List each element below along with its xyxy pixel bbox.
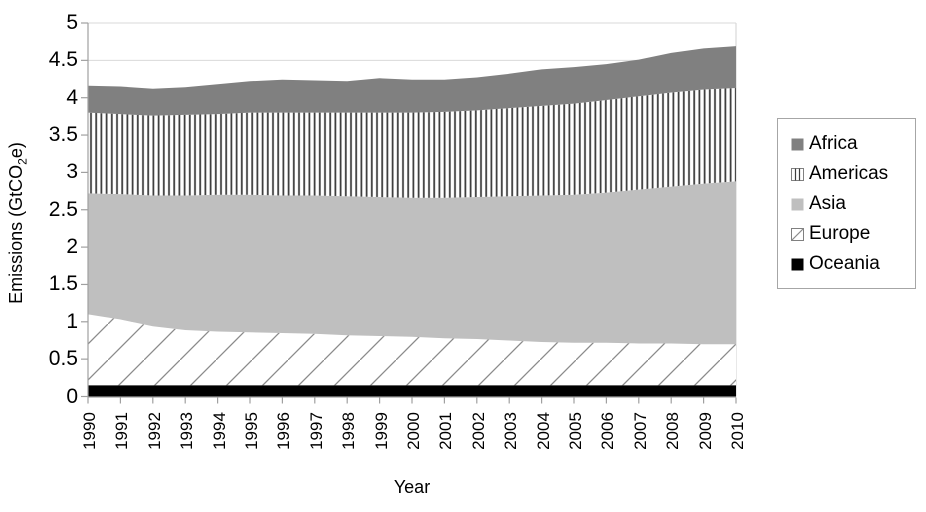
x-tick-label: 2007 [630,412,650,450]
legend-label: Europe [809,223,871,244]
x-tick-label: 1992 [144,412,164,450]
area-oceania [88,385,736,397]
legend-swatch-europe-icon [791,227,804,241]
legend-label: Oceania [809,253,880,274]
y-axis-title-subscript: 2 [15,158,30,165]
y-tick-label: 1.5 [48,272,78,296]
legend-label: Americas [809,163,889,184]
y-axis-title: Emissions (GtCO2e) [4,123,30,323]
x-tick-label: 1997 [306,412,326,450]
y-axis-title-text-end: e) [6,142,26,159]
y-tick-label: 5 [66,11,78,34]
legend: Africa Americas Asia Europe Oceania [777,118,916,289]
x-tick-label: 1998 [339,412,359,450]
x-tick-label: 1990 [80,412,99,450]
legend-swatch-americas-icon [791,167,804,181]
x-tick-label: 1991 [112,412,132,450]
area-africa [88,46,736,116]
x-tick-label: 2004 [533,412,553,450]
legend-item-europe: Europe [791,219,915,249]
y-tick-label: 4 [66,85,78,109]
x-tick-label: 2010 [728,412,747,450]
x-tick-label: 2001 [436,412,456,450]
area-asia [88,181,736,345]
x-axis-title: Year [393,477,431,497]
legend-label: Africa [809,133,858,154]
y-tick-label: 1 [66,309,78,333]
x-tick-label: 1994 [209,412,229,450]
legend-label: Asia [809,193,846,214]
legend-item-asia: Asia [791,189,915,219]
y-tick-label: 2.5 [48,197,78,221]
legend-swatch-africa-icon [791,138,804,150]
x-tick-label: 1996 [274,412,294,450]
y-tick-label: 2 [66,235,78,259]
legend-item-americas: Americas [791,159,915,189]
legend-item-oceania: Oceania [791,249,915,279]
x-tick-label: 2009 [695,412,715,450]
y-axis-title-text: Emissions (GtCO [6,164,26,304]
x-tick-label: 1999 [371,412,391,450]
x-tick-label: 2002 [468,412,488,450]
x-tick-label: 1993 [177,412,197,450]
x-tick-label: 2005 [566,412,585,450]
x-tick-label: 2006 [598,412,618,450]
y-tick-label: 0 [66,384,78,408]
axes-and-ticks [81,22,737,404]
y-tick-label: 4.5 [48,48,78,72]
legend-swatch-asia-icon [791,198,804,210]
x-tick-label: 2008 [663,412,683,450]
area-series [88,46,736,397]
x-tick-label: 2000 [404,412,423,450]
y-tick-label: 0.5 [48,347,78,371]
y-tick-label: 3.5 [48,123,78,147]
area-europe [88,314,736,386]
legend-swatch-oceania-icon [791,258,804,270]
x-tick-label: 2003 [501,412,521,450]
x-tick-label: 1995 [242,412,261,450]
legend-item-africa: Africa [791,129,915,159]
y-tick-label: 3 [66,160,78,184]
area-americas [88,87,736,198]
